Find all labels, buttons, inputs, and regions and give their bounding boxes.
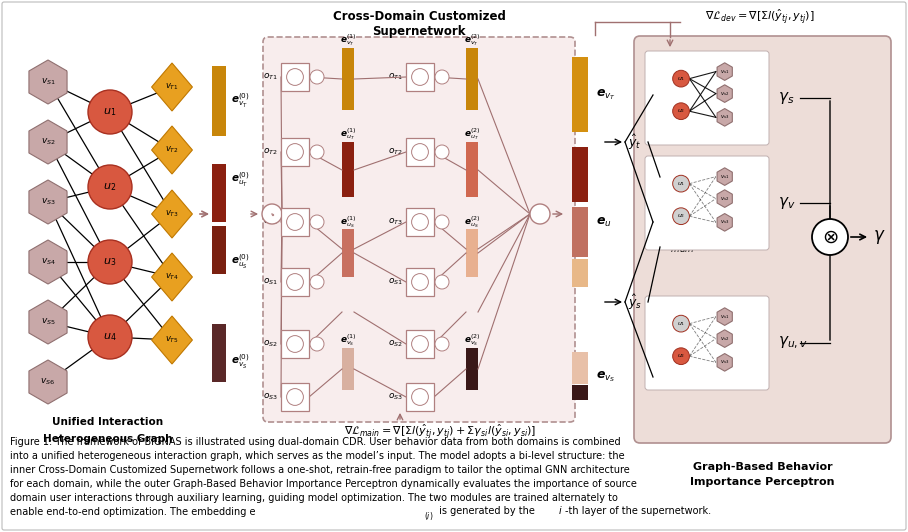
Text: $o_{S2}$: $o_{S2}$ xyxy=(388,339,403,349)
Polygon shape xyxy=(29,180,67,224)
FancyBboxPatch shape xyxy=(406,138,434,166)
Text: $v_{s2}$: $v_{s2}$ xyxy=(720,335,729,343)
Text: $\boldsymbol{e}_{v_S}^{(1)}$: $\boldsymbol{e}_{v_S}^{(1)}$ xyxy=(340,332,356,348)
Text: $u_1$: $u_1$ xyxy=(676,180,686,188)
FancyBboxPatch shape xyxy=(342,142,354,197)
FancyBboxPatch shape xyxy=(572,385,588,400)
FancyBboxPatch shape xyxy=(281,63,309,91)
Circle shape xyxy=(310,70,324,84)
FancyBboxPatch shape xyxy=(466,48,478,110)
Text: $u_1$: $u_1$ xyxy=(676,320,686,328)
Circle shape xyxy=(673,315,689,332)
Circle shape xyxy=(287,336,303,352)
Text: $v_{T1}$: $v_{T1}$ xyxy=(165,82,179,92)
Text: $v_{S5}$: $v_{S5}$ xyxy=(41,317,55,327)
Text: $\boldsymbol{e}_{u_T}^{(0)}$: $\boldsymbol{e}_{u_T}^{(0)}$ xyxy=(231,171,250,189)
Text: $\boldsymbol{e}_{v_T}^{(2)}$: $\boldsymbol{e}_{v_T}^{(2)}$ xyxy=(464,32,480,48)
Circle shape xyxy=(287,214,303,230)
Text: $o_{T2}$: $o_{T2}$ xyxy=(263,147,278,157)
Text: $u_2$: $u_2$ xyxy=(104,181,116,193)
Text: $o_{T2}$: $o_{T2}$ xyxy=(389,147,403,157)
FancyBboxPatch shape xyxy=(263,37,575,422)
Polygon shape xyxy=(717,168,733,185)
Circle shape xyxy=(435,145,449,159)
Circle shape xyxy=(262,204,282,224)
FancyBboxPatch shape xyxy=(572,57,588,132)
Circle shape xyxy=(411,388,429,405)
Text: $v_{S4}$: $v_{S4}$ xyxy=(41,257,55,267)
Text: $\otimes$: $\otimes$ xyxy=(822,228,838,246)
FancyBboxPatch shape xyxy=(572,352,588,384)
Polygon shape xyxy=(29,240,67,284)
FancyBboxPatch shape xyxy=(281,138,309,166)
Polygon shape xyxy=(717,213,733,231)
Circle shape xyxy=(673,208,689,225)
Circle shape xyxy=(310,145,324,159)
Circle shape xyxy=(411,336,429,352)
Text: $v_{s3}$: $v_{s3}$ xyxy=(720,359,729,367)
FancyBboxPatch shape xyxy=(212,324,226,382)
Text: $v_{T5}$: $v_{T5}$ xyxy=(165,335,179,345)
FancyBboxPatch shape xyxy=(466,142,478,197)
Circle shape xyxy=(310,275,324,289)
Text: $v_{s1}$: $v_{s1}$ xyxy=(720,173,729,180)
FancyBboxPatch shape xyxy=(271,213,272,214)
FancyBboxPatch shape xyxy=(634,36,891,443)
FancyBboxPatch shape xyxy=(572,259,588,287)
Circle shape xyxy=(411,69,429,86)
FancyBboxPatch shape xyxy=(406,208,434,236)
Polygon shape xyxy=(29,120,67,164)
Text: $\boldsymbol{e}_{u_T}^{(2)}$: $\boldsymbol{e}_{u_T}^{(2)}$ xyxy=(464,126,480,142)
FancyBboxPatch shape xyxy=(572,147,588,202)
FancyBboxPatch shape xyxy=(645,51,769,145)
Text: $u_2$: $u_2$ xyxy=(676,352,686,360)
FancyBboxPatch shape xyxy=(212,66,226,136)
Text: $v_{S1}$: $v_{S1}$ xyxy=(41,77,55,87)
FancyBboxPatch shape xyxy=(406,63,434,91)
Circle shape xyxy=(88,240,132,284)
Text: $\boldsymbol{e}_u$: $\boldsymbol{e}_u$ xyxy=(596,215,612,229)
Text: $o_{T1}$: $o_{T1}$ xyxy=(263,72,278,82)
Text: $v_{T3}$: $v_{T3}$ xyxy=(165,209,179,219)
Text: $v_{s2}$: $v_{s2}$ xyxy=(720,90,729,97)
Text: $v_{s1}$: $v_{s1}$ xyxy=(720,313,729,321)
Circle shape xyxy=(287,273,303,290)
Text: $\boldsymbol{e}_{v_S}^{(0)}$: $\boldsymbol{e}_{v_S}^{(0)}$ xyxy=(231,353,250,371)
Text: $v_{S2}$: $v_{S2}$ xyxy=(41,137,55,147)
Polygon shape xyxy=(717,85,733,102)
Text: $\nabla\mathcal{L}_{main}=\nabla[\Sigma l(\hat{y}_{tj},y_{tj})+\Sigma\gamma_{si}: $\nabla\mathcal{L}_{main}=\nabla[\Sigma … xyxy=(344,422,536,442)
Text: $\gamma_v$: $\gamma_v$ xyxy=(778,195,795,211)
FancyBboxPatch shape xyxy=(466,229,478,277)
Text: $\boldsymbol{e}_{v_S}^{(2)}$: $\boldsymbol{e}_{v_S}^{(2)}$ xyxy=(464,332,480,348)
Circle shape xyxy=(411,214,429,230)
Text: $v_{s3}$: $v_{s3}$ xyxy=(720,219,729,226)
Text: Cross-Domain Customized: Cross-Domain Customized xyxy=(332,11,506,23)
Circle shape xyxy=(88,90,132,134)
Text: $v_{S6}$: $v_{S6}$ xyxy=(41,377,55,387)
Text: $v_{s1}$: $v_{s1}$ xyxy=(720,68,729,76)
Text: $(i)$: $(i)$ xyxy=(424,510,433,522)
FancyBboxPatch shape xyxy=(466,348,478,390)
Text: $u_2$: $u_2$ xyxy=(676,107,686,115)
Polygon shape xyxy=(717,63,733,80)
Text: Figure 1: The framework of BiGNAS is illustrated using dual-domain CDR. User beh: Figure 1: The framework of BiGNAS is ill… xyxy=(10,437,637,517)
Text: $v_{S3}$: $v_{S3}$ xyxy=(41,197,55,207)
Circle shape xyxy=(673,70,689,87)
Circle shape xyxy=(287,388,303,405)
Circle shape xyxy=(287,144,303,161)
Text: $v_{s2}$: $v_{s2}$ xyxy=(720,195,729,203)
Text: Graph-Based Behavior: Graph-Based Behavior xyxy=(693,462,833,472)
Circle shape xyxy=(435,215,449,229)
Text: $\boldsymbol{e}_{u_S}^{(2)}$: $\boldsymbol{e}_{u_S}^{(2)}$ xyxy=(464,214,480,230)
Polygon shape xyxy=(29,360,67,404)
Circle shape xyxy=(530,204,550,224)
FancyBboxPatch shape xyxy=(281,208,309,236)
Polygon shape xyxy=(717,330,733,347)
Text: $u_3$: $u_3$ xyxy=(104,256,116,268)
FancyBboxPatch shape xyxy=(212,164,226,222)
FancyBboxPatch shape xyxy=(406,383,434,411)
Text: $\mathcal{L}_{main}$: $\mathcal{L}_{main}$ xyxy=(662,239,694,254)
Polygon shape xyxy=(152,316,192,364)
Polygon shape xyxy=(29,60,67,104)
